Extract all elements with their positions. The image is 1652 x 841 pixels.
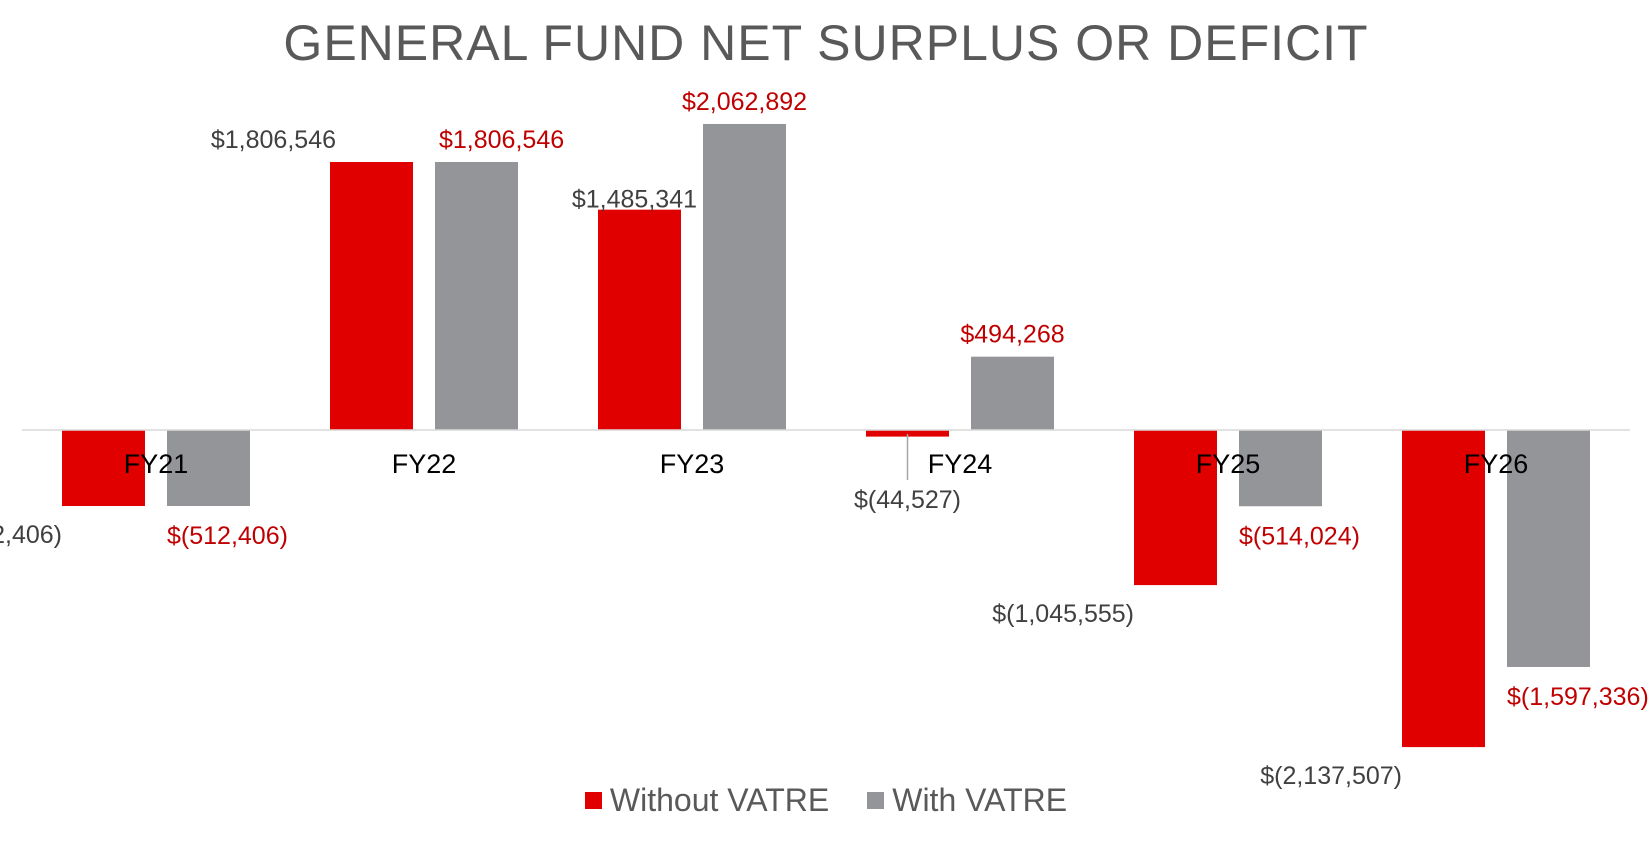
data-label-without-vatre-fy21: $(512,406) (0, 521, 62, 549)
category-label-fy25: FY25 (1196, 449, 1261, 479)
legend-swatch-without-vatre (584, 792, 602, 809)
data-label-with-vatre-fy23: $2,062,892 (682, 88, 807, 116)
category-label-fy21: FY21 (124, 449, 189, 479)
bar-with-vatre-fy21 (167, 430, 250, 507)
data-label-with-vatre-fy24: $494,268 (960, 321, 1064, 349)
chart-title: GENERAL FUND NET SURPLUS OR DEFICIT (283, 15, 1369, 71)
bar-with-vatre-fy24 (971, 356, 1054, 430)
category-label-fy22: FY22 (392, 449, 457, 479)
legend-swatch-with-vatre (867, 792, 885, 809)
data-label-without-vatre-fy24: $(44,527) (854, 486, 961, 514)
data-label-with-vatre-fy22: $1,806,546 (439, 126, 564, 154)
bar-without-vatre-fy21 (62, 430, 145, 507)
category-label-fy23: FY23 (660, 449, 725, 479)
legend-label-without-vatre: Without VATRE (609, 782, 830, 818)
bar-with-vatre-fy22 (435, 162, 518, 430)
legend-item-without-vatre: Without VATRE (584, 782, 830, 819)
data-label-with-vatre-fy21: $(512,406) (167, 522, 288, 550)
bar-without-vatre-fy26 (1402, 430, 1485, 748)
data-label-without-vatre-fy26: $(2,137,507) (1260, 762, 1402, 790)
legend-item-with-vatre: With VATRE (867, 782, 1067, 819)
bar-with-vatre-fy26 (1507, 430, 1590, 667)
bar-without-vatre-fy22 (330, 162, 413, 430)
legend-label-with-vatre: With VATRE (892, 782, 1068, 818)
data-label-with-vatre-fy25: $(514,024) (1239, 522, 1360, 550)
data-label-with-vatre-fy26: $(1,597,336) (1507, 683, 1649, 711)
chart-legend: Without VATRE With VATRE (0, 782, 1652, 819)
data-label-without-vatre-fy22: $1,806,546 (211, 126, 336, 154)
bar-without-vatre-fy24 (866, 430, 949, 437)
category-label-fy26: FY26 (1464, 449, 1529, 479)
category-label-fy24: FY24 (928, 449, 993, 479)
bar-without-vatre-fy25 (1134, 430, 1217, 586)
data-label-without-vatre-fy25: $(1,045,555) (992, 600, 1134, 628)
data-label-without-vatre-fy23: $1,485,341 (572, 186, 697, 214)
bar-with-vatre-fy23 (703, 123, 786, 431)
bar-without-vatre-fy23 (598, 209, 681, 430)
bar-with-vatre-fy25 (1239, 430, 1322, 507)
